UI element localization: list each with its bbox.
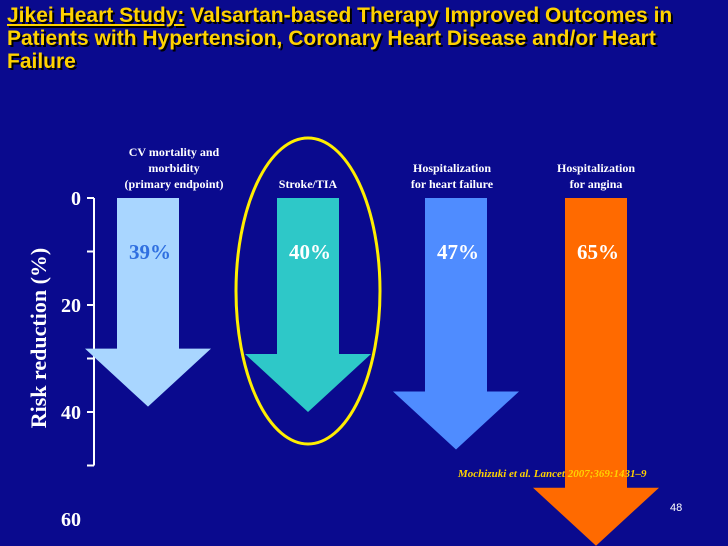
y-tick-label: 0 (71, 188, 81, 210)
value-label-3: 47% (437, 240, 479, 264)
y-tick-label: 40 (61, 402, 81, 424)
arrow-bar-4 (533, 198, 659, 546)
highlight-ellipse (234, 136, 382, 446)
slide-title: Jikei Heart Study: Valsartan-based Thera… (7, 4, 707, 73)
category-label-1: morbidity (148, 161, 199, 175)
value-label-4: 65% (577, 240, 619, 264)
highlight-layer (234, 136, 382, 446)
citation: Mochizuki et al. Lancet 2007;369:1431–9 (458, 468, 647, 480)
category-labels: CV mortality and morbidity (primary endpoi… (125, 145, 636, 191)
title-text: Valsartan-based Therapy Improved Outcome… (7, 4, 673, 73)
value-label-2: 40% (289, 240, 331, 264)
category-label-1: (primary endpoint) (125, 177, 224, 191)
y-tick-label: 20 (61, 295, 81, 317)
category-label-3: Hospitalization (413, 161, 491, 175)
page-number: 48 (670, 502, 683, 514)
category-label-4: for angina (570, 177, 623, 191)
y-tick-label: 60 (61, 509, 81, 531)
title-study-name: Jikei Heart Study: (7, 4, 185, 27)
value-label-1: 39% (129, 240, 171, 264)
y-axis: 0 20 40 60 Risk reduction (%) (26, 188, 95, 531)
y-axis-title: Risk reduction (%) (26, 248, 51, 429)
category-label-3: for heart failure (411, 177, 494, 191)
category-label-2: Stroke/TIA (279, 177, 338, 191)
arrow-bar-1 (85, 198, 211, 407)
arrow-bar-2 (245, 198, 371, 412)
arrow-bar-3 (393, 198, 519, 450)
arrow-series (85, 198, 659, 546)
category-label-4: Hospitalization (557, 161, 635, 175)
category-label-1: CV mortality and (129, 145, 220, 159)
value-labels: 39% 40% 47% 65% (129, 240, 619, 264)
